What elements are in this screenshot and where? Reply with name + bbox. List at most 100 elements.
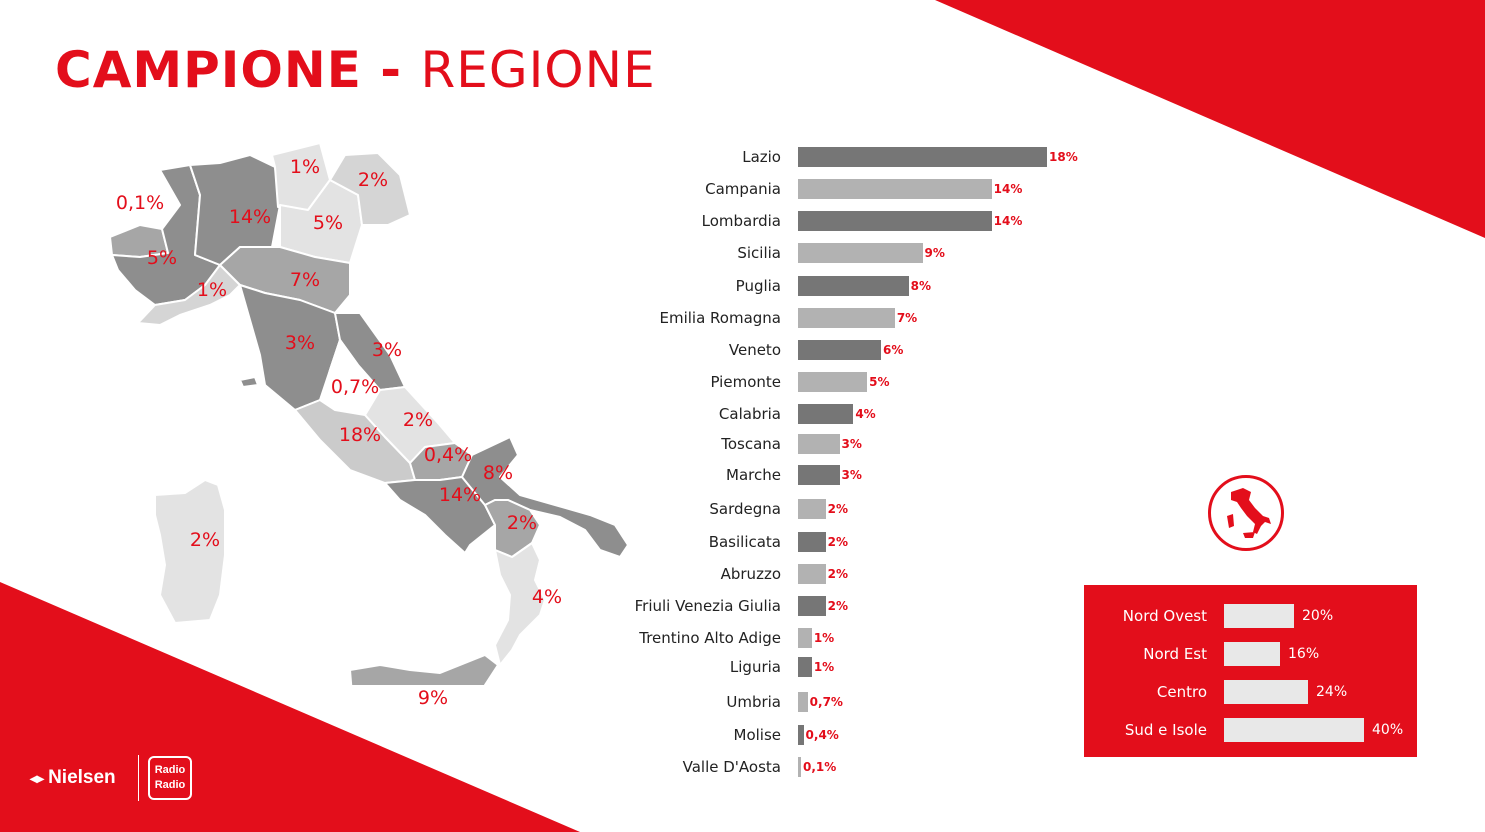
bar	[798, 434, 840, 454]
macro-label: Nord Est	[1143, 645, 1207, 663]
value-label: 14%	[993, 214, 1023, 228]
category-label: Puglia	[735, 277, 781, 295]
map-label: 7%	[289, 269, 321, 291]
map-label: 3%	[284, 332, 316, 354]
category-label: Trentino Alto Adige	[639, 629, 781, 647]
bar	[798, 628, 812, 648]
value-label: 3%	[841, 468, 862, 482]
value-label: 1%	[813, 660, 835, 674]
bar	[798, 692, 808, 712]
macro-bar	[1224, 718, 1364, 742]
bar	[798, 243, 923, 263]
category-label: Sardegna	[709, 500, 781, 518]
category-label: Marche	[726, 466, 781, 484]
map-label: 2%	[357, 169, 389, 191]
category-label: Veneto	[728, 341, 781, 359]
map-label: 0,7%	[330, 376, 380, 398]
nielsen-icon: ◂▸	[30, 770, 45, 786]
radio-radio-logo: Radio Radio	[148, 756, 192, 800]
macro-value-label: 16%	[1288, 646, 1320, 662]
macro-area-chart: Nord Ovest 20% Nord Est 16% Centro 24% Sud e I…	[1084, 585, 1417, 757]
category-label: Campania	[705, 180, 781, 198]
region-calabria	[494, 542, 546, 666]
value-label: 4%	[855, 407, 876, 421]
map-label: 3%	[371, 339, 403, 361]
radio-logo-line2: Radio	[154, 779, 186, 791]
value-label: 18%	[1049, 150, 1078, 164]
page-title: CAMPIONE - REGIONE	[55, 40, 656, 100]
value-label: 0,1%	[803, 760, 837, 774]
macro-label: Sud e Isole	[1124, 721, 1207, 739]
category-label: Friuli Venezia Giulia	[634, 597, 781, 615]
title-light: REGIONE	[420, 41, 656, 99]
logo-separator	[138, 755, 139, 801]
macro-label: Centro	[1156, 683, 1207, 701]
bar	[798, 532, 826, 552]
category-label: Sicilia	[737, 244, 781, 262]
region-friuli	[329, 152, 411, 226]
value-label: 5%	[869, 375, 890, 389]
bar	[798, 404, 854, 424]
map-label: 14%	[438, 484, 482, 506]
bar	[798, 211, 992, 231]
map-label: 14%	[228, 206, 272, 228]
macro-bar	[1224, 680, 1308, 704]
value-label: 2%	[827, 502, 849, 516]
bar	[798, 372, 868, 392]
region-sardegna	[154, 479, 226, 624]
value-label: 2%	[827, 535, 849, 549]
category-label: Piemonte	[710, 373, 781, 391]
nielsen-logo-text: Nielsen	[48, 767, 116, 788]
category-label: Umbria	[726, 693, 781, 711]
italy-map-shapes	[109, 142, 629, 685]
category-label: Toscana	[721, 435, 781, 453]
bar	[798, 657, 812, 677]
macro-value-label: 20%	[1302, 608, 1334, 624]
map-label: 5%	[146, 247, 178, 269]
value-label: 3%	[841, 437, 862, 451]
macro-bar	[1224, 604, 1294, 628]
italy-map-icon	[1208, 475, 1284, 551]
region-sicilia	[349, 654, 499, 685]
region-basilicata	[484, 499, 541, 558]
italy-silhouette	[1227, 488, 1271, 538]
map-label: 0,1%	[115, 192, 165, 214]
value-label: 1%	[813, 631, 835, 645]
bar	[798, 757, 801, 777]
category-label: Molise	[733, 726, 782, 744]
map-label: 4%	[531, 586, 563, 608]
region-elba	[239, 376, 259, 388]
value-label: 8%	[910, 279, 932, 293]
category-label: Lazio	[742, 148, 781, 166]
map-label: 5%	[312, 212, 344, 234]
bar	[798, 725, 804, 745]
macro-bar	[1224, 642, 1280, 666]
title-bold: CAMPIONE -	[55, 41, 403, 99]
nielsen-logo: ◂▸ Nielsen	[30, 767, 116, 789]
bar	[798, 465, 840, 485]
category-label: Emilia Romagna	[659, 309, 781, 327]
macro-value-label: 40%	[1372, 722, 1404, 738]
macro-label: Nord Ovest	[1122, 607, 1207, 625]
top-right-triangle	[935, 0, 1485, 238]
category-label: Valle D'Aosta	[682, 758, 781, 776]
value-label: 6%	[883, 343, 904, 357]
bar	[798, 564, 826, 584]
map-label: 18%	[338, 424, 382, 446]
map-label: 8%	[482, 462, 514, 484]
bar	[798, 499, 826, 519]
category-label: Basilicata	[708, 533, 781, 551]
map-label: 0,4%	[423, 444, 473, 466]
macro-row: Centro 24%	[1084, 679, 1417, 705]
value-label: 7%	[896, 311, 918, 325]
region-liguria	[137, 264, 241, 326]
bar	[798, 308, 895, 328]
bar	[798, 147, 1047, 167]
value-label: 9%	[924, 246, 945, 260]
value-label: 2%	[827, 599, 849, 613]
radio-logo-line1: Radio	[154, 764, 186, 776]
value-label: 0,4%	[805, 728, 839, 742]
italy-map: 0,1% 14% 1% 2% 5% 5% 1% 7% 3% 3% 0,7% 2% 18% 0,4% 8% 14…	[100, 125, 640, 709]
value-label: 0,7%	[809, 695, 843, 709]
